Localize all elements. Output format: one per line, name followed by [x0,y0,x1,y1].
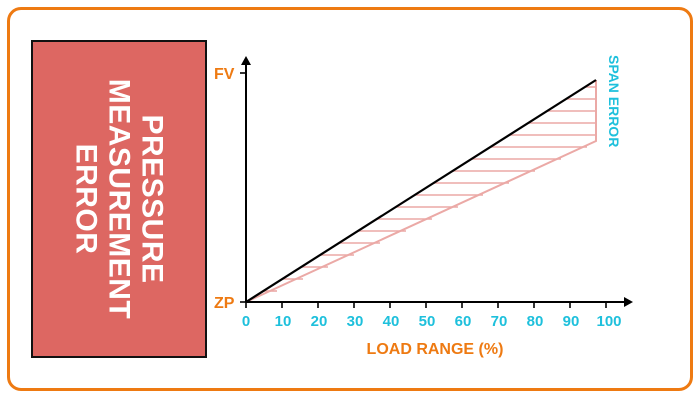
error-hatch [264,86,596,292]
ideal-output-line [245,79,597,303]
actual-output-line [245,80,597,303]
y-axis-arrow-icon [241,56,251,65]
title-box: PRESSURE MEASUREMENT ERROR [31,40,207,358]
span-error-label: SPAN ERROR [606,55,622,147]
svg-text:60: 60 [455,313,472,330]
svg-text:30: 30 [347,313,364,330]
x-tick-labels: 0 10 20 30 40 50 60 70 80 90 100 [242,313,622,330]
x-axis [245,297,633,308]
x-axis-label: LOAD RANGE (%) [367,341,504,358]
svg-text:40: 40 [383,313,400,330]
y-axis [240,56,251,303]
svg-text:20: 20 [311,313,328,330]
svg-text:70: 70 [491,313,508,330]
svg-text:10: 10 [275,313,292,330]
outer-frame [7,7,693,391]
svg-text:0: 0 [242,313,250,330]
y-label-fv: FV [214,66,235,83]
x-axis-arrow-icon [624,297,633,307]
svg-text:80: 80 [527,313,544,330]
svg-text:100: 100 [596,313,621,330]
y-label-zp: ZP [214,295,235,312]
svg-text:50: 50 [419,313,436,330]
svg-text:90: 90 [563,313,580,330]
